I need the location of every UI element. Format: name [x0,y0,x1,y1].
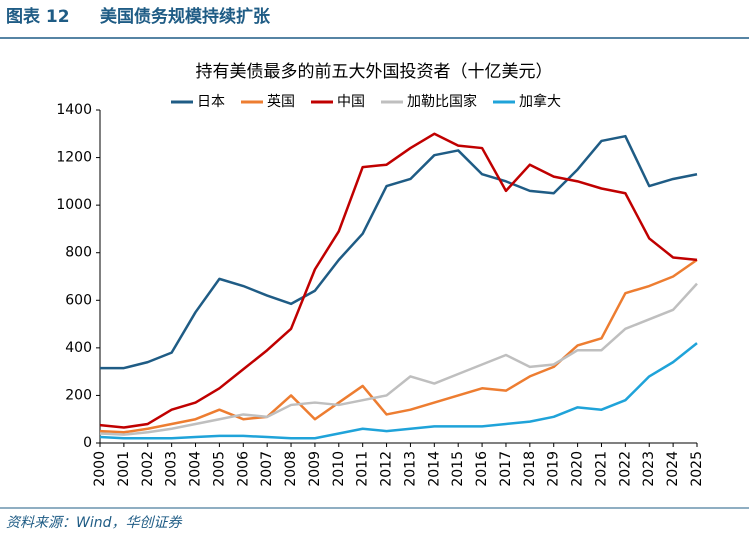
x-tick-label: 2003 [164,451,180,487]
x-tick-label: 2004 [188,451,204,487]
legend-label: 中国 [337,94,365,110]
x-tick-label: 2001 [116,451,132,487]
x-tick-label: 2013 [402,451,418,487]
y-tick-label: 1400 [56,102,92,118]
x-tick-label: 2011 [355,451,371,487]
source-note: 资料来源：Wind，华创证券 [6,515,182,531]
x-tick-label: 2006 [235,451,251,487]
x-tick-label: 2017 [498,451,514,487]
header-title: 美国债务规模持续扩张 [100,6,271,27]
x-tick-label: 2016 [474,451,490,487]
x-tick-label: 2020 [570,451,586,487]
legend-label: 日本 [197,94,225,110]
y-tick-label: 800 [65,245,92,261]
legend-label: 英国 [267,93,295,110]
series-line [99,132,698,429]
x-tick-label: 2009 [307,451,323,487]
x-tick-label: 2014 [426,451,442,487]
x-tick-label: 2005 [211,451,227,487]
x-tick-label: 2023 [641,451,657,487]
x-tick-label: 2010 [331,451,347,487]
series-line [99,258,698,434]
x-tick-label: 2015 [450,451,466,487]
series-line [100,134,698,370]
series-line [99,282,698,436]
y-tick-label: 400 [65,340,92,356]
legend-label: 加勒比国家 [407,93,477,110]
x-tick-label: 2008 [283,451,299,487]
y-tick-label: 0 [83,435,92,451]
x-tick-label: 2000 [92,451,108,487]
x-tick-label: 2007 [259,451,275,487]
y-tick-label: 600 [65,292,92,308]
x-tick-label: 2024 [665,451,681,487]
x-tick-label: 2012 [379,451,395,487]
y-tick-label: 1000 [56,197,92,213]
x-tick-label: 2002 [140,451,156,487]
series-line [99,342,698,440]
x-tick-label: 2025 [689,451,705,487]
y-tick-label: 1200 [56,150,92,166]
chart-title: 持有美债最多的前五大外国投资者（十亿美元） [196,62,553,82]
x-tick-label: 2019 [546,451,562,487]
x-tick-label: 2018 [522,451,538,487]
x-tick-label: 2022 [617,451,633,487]
header-label: 图表 12 [6,6,70,27]
x-tick-label: 2021 [593,451,609,487]
legend-label: 加拿大 [519,93,561,110]
y-tick-label: 200 [65,387,92,403]
